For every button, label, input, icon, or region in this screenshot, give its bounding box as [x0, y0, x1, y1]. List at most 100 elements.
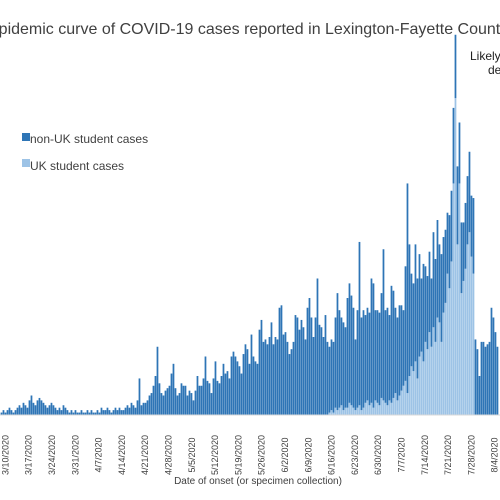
bar-non-uk-student-cases [402, 310, 405, 386]
bar-non-uk-student-cases [250, 334, 253, 415]
bar-non-uk-student-cases [140, 405, 143, 415]
bar-non-uk-student-cases [26, 407, 29, 415]
x-tick-label: 7/28/2020 [466, 435, 476, 475]
bar-non-uk-student-cases [448, 215, 451, 289]
bar-uk-student-cases [350, 405, 353, 415]
bar-non-uk-student-cases [268, 337, 271, 415]
bar-uk-student-cases [414, 361, 417, 416]
bar-non-uk-student-cases [180, 383, 183, 415]
bar-uk-student-cases [432, 327, 435, 415]
bar-uk-student-cases [356, 407, 359, 415]
x-tick-labels: 3/10/2020 3/17/2020 3/24/2020 3/31/2020 4/7/… [0, 435, 499, 475]
bar-non-uk-student-cases [308, 298, 311, 415]
bar-uk-student-cases [400, 390, 403, 416]
bar-non-uk-student-cases [28, 400, 31, 416]
bar-uk-student-cases [454, 98, 457, 416]
bar-non-uk-student-cases [478, 376, 481, 415]
bar-non-uk-student-cases [86, 410, 89, 416]
bar-non-uk-student-cases [238, 366, 241, 415]
bar-non-uk-student-cases [30, 395, 33, 415]
bar-non-uk-student-cases [260, 319, 263, 415]
bar-non-uk-student-cases [204, 356, 207, 415]
bar-non-uk-student-cases [38, 397, 41, 415]
bar-non-uk-student-cases [176, 395, 179, 415]
bar-non-uk-student-cases [116, 410, 119, 416]
bar-non-uk-student-cases [170, 373, 173, 415]
bar-uk-student-cases [328, 412, 331, 415]
bar-non-uk-student-cases [32, 402, 35, 415]
bar-non-uk-student-cases [136, 400, 139, 416]
x-tick-label: 7/14/2020 [420, 435, 430, 475]
bar-uk-student-cases [458, 183, 461, 415]
bar-uk-student-cases [332, 412, 335, 415]
bar-uk-student-cases [418, 356, 421, 415]
bar-non-uk-student-cases [220, 376, 223, 415]
x-tick-label: 4/14/2020 [117, 435, 127, 475]
bar-non-uk-student-cases [456, 166, 459, 245]
bar-non-uk-student-cases [88, 412, 91, 415]
bar-non-uk-student-cases [60, 410, 63, 416]
bar-non-uk-student-cases [360, 317, 363, 411]
bar-non-uk-student-cases [254, 361, 257, 416]
bar-non-uk-student-cases [50, 402, 53, 415]
bar-non-uk-student-cases [340, 317, 343, 406]
bar-non-uk-student-cases [322, 337, 325, 415]
bar-non-uk-student-cases [148, 395, 151, 415]
bar-non-uk-student-cases [296, 317, 299, 415]
bar-non-uk-student-cases [424, 266, 427, 342]
bar-non-uk-student-cases [396, 317, 399, 401]
bar-non-uk-student-cases [110, 412, 113, 415]
bar-non-uk-student-cases [436, 220, 439, 318]
bar-non-uk-student-cases [58, 407, 61, 415]
bars [0, 34, 499, 416]
bar-non-uk-student-cases [356, 310, 359, 408]
bar-non-uk-student-cases [150, 393, 153, 415]
bar-non-uk-student-cases [218, 383, 221, 415]
bar-non-uk-student-cases [128, 407, 131, 415]
bar-non-uk-student-cases [464, 202, 467, 269]
bar-uk-student-cases [364, 402, 367, 415]
bar-non-uk-student-cases [466, 176, 469, 245]
bar-non-uk-student-cases [16, 407, 19, 415]
bar-non-uk-student-cases [264, 339, 267, 415]
bar-non-uk-student-cases [366, 307, 369, 401]
bar-non-uk-student-cases [242, 354, 245, 415]
bar-non-uk-student-cases [102, 410, 105, 416]
bar-non-uk-student-cases [184, 385, 187, 415]
bar-non-uk-student-cases [18, 405, 21, 415]
bar-non-uk-student-cases [414, 244, 417, 362]
bar-non-uk-student-cases [274, 337, 277, 415]
bar-non-uk-student-cases [186, 395, 189, 415]
bar-non-uk-student-cases [6, 410, 9, 416]
bar-uk-student-cases [398, 395, 401, 415]
bar-uk-student-cases [334, 407, 337, 415]
bar-non-uk-student-cases [458, 122, 461, 184]
bar-non-uk-student-cases [244, 344, 247, 415]
bar-non-uk-student-cases [454, 34, 457, 99]
bar-uk-student-cases [472, 273, 475, 416]
x-tick-label: 6/16/2020 [327, 435, 337, 475]
bar-non-uk-student-cases [318, 324, 321, 415]
bar-uk-student-cases [434, 341, 437, 416]
bar-uk-student-cases [416, 378, 419, 415]
bar-non-uk-student-cases [306, 307, 309, 415]
legend: non-UK student cases UK student cases [22, 132, 148, 173]
bar-uk-student-cases [460, 293, 463, 416]
bar-non-uk-student-cases [324, 315, 327, 415]
bar-non-uk-student-cases [10, 410, 13, 416]
bar-uk-student-cases [372, 407, 375, 415]
bar-non-uk-student-cases [334, 317, 337, 408]
bar-non-uk-student-cases [174, 388, 177, 415]
bar-non-uk-student-cases [146, 400, 149, 416]
bar-non-uk-student-cases [302, 327, 305, 415]
bar-uk-student-cases [424, 341, 427, 416]
bar-uk-student-cases [408, 376, 411, 415]
bar-non-uk-student-cases [406, 183, 409, 394]
bar-uk-student-cases [340, 405, 343, 415]
bar-uk-student-cases [358, 405, 361, 415]
bar-non-uk-student-cases [192, 400, 195, 416]
bar-non-uk-student-cases [222, 363, 225, 415]
bar-non-uk-student-cases [48, 405, 51, 415]
bar-non-uk-student-cases [342, 322, 345, 411]
